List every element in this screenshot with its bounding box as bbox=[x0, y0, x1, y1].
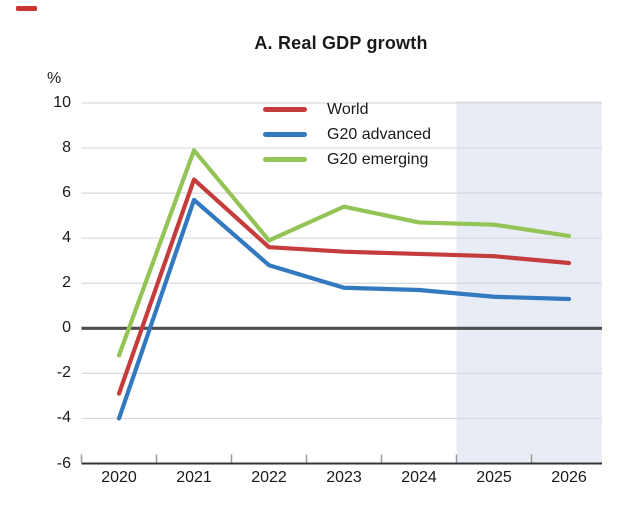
y-axis-label: 10 bbox=[53, 94, 71, 111]
x-axis-label: 2024 bbox=[401, 469, 437, 486]
x-axis-label: 2026 bbox=[551, 469, 587, 486]
forecast-shading-region bbox=[456, 101, 602, 464]
y-axis-unit-label: % bbox=[47, 70, 62, 87]
series-line-g20-advanced bbox=[116, 197, 572, 421]
y-axis-label: 8 bbox=[62, 139, 71, 157]
x-axis-label: 2021 bbox=[176, 469, 212, 486]
y-axis-label: -2 bbox=[56, 364, 71, 382]
legend-item: G20 emerging bbox=[263, 147, 431, 172]
legend-label: World bbox=[327, 100, 369, 118]
y-axis-label: -4 bbox=[56, 409, 71, 427]
x-axis-label: 2023 bbox=[326, 469, 362, 486]
legend-item: G20 advanced bbox=[263, 122, 431, 147]
legend-line-swatch bbox=[263, 157, 307, 162]
y-axis-label: 2 bbox=[62, 274, 71, 292]
x-axis-label: 2022 bbox=[251, 469, 287, 486]
legend-line-swatch bbox=[263, 107, 307, 112]
x-axis-label: 2025 bbox=[476, 469, 512, 486]
y-axis-label: 4 bbox=[62, 229, 71, 247]
x-axis-label: 2020 bbox=[101, 469, 137, 486]
series-line-g20-emerging bbox=[116, 148, 572, 358]
legend-item: World bbox=[263, 97, 431, 122]
chart-legend: World G20 advanced G20 emerging bbox=[263, 97, 431, 172]
legend-line-swatch bbox=[263, 132, 307, 137]
legend-label: G20 emerging bbox=[327, 150, 429, 168]
y-axis-label: 6 bbox=[62, 184, 71, 202]
y-axis-label: 0 bbox=[62, 319, 71, 337]
legend-label: G20 advanced bbox=[327, 125, 432, 143]
series-line-world bbox=[116, 177, 572, 396]
y-axis-label: -6 bbox=[56, 454, 71, 472]
chart-title: A. Real GDP growth bbox=[254, 33, 428, 53]
accent-dash-decoration bbox=[16, 6, 37, 11]
